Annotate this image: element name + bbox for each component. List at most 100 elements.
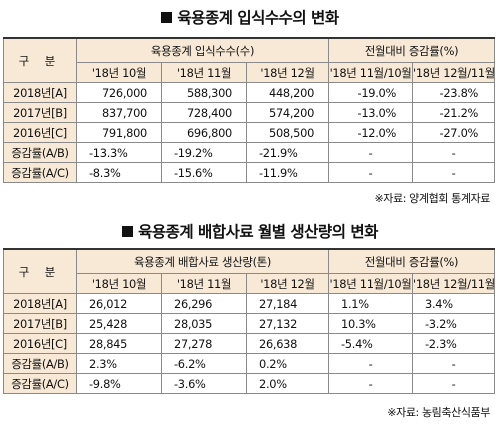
table1-header-row-2: '18년 10월 '18년 11월 '18년 12월 '18년 11월/10월 … — [4, 62, 496, 83]
table-row: 2016년[C] 791,800 696,800 508,500 -12.0% … — [3, 122, 496, 143]
table-cell: -19.0% — [328, 82, 414, 103]
table-row: 2017년[B] 837,700 728,400 574,200 -13.0% … — [3, 102, 496, 123]
table2-header-row-2: '18년 10월 '18년 11월 '18년 12월 '18년 11월/10월 … — [4, 273, 496, 294]
table-cell: -3.2% — [411, 313, 496, 334]
table1-row-header: 구 분 — [3, 37, 77, 83]
table-cell: -15.6% — [161, 162, 247, 183]
table-cell: - — [411, 353, 496, 374]
square-bullet-icon — [122, 226, 134, 237]
table-cell: 2.3% — [76, 353, 162, 374]
table-cell: -27.0% — [412, 122, 496, 143]
table-cell: -13.0% — [328, 102, 414, 123]
row-label: 2016년[C] — [3, 122, 77, 143]
table-cell: 28,845 — [76, 333, 162, 354]
table-cell: 27,184 — [246, 293, 329, 314]
table-cell: 726,000 — [76, 82, 162, 103]
table-cell: - — [411, 373, 496, 394]
table-cell: - — [328, 142, 414, 163]
table2-col-header: '18년 12월 — [246, 273, 329, 294]
table-cell: 28,035 — [161, 313, 247, 334]
table-cell: -2.3% — [411, 333, 496, 354]
table-cell: - — [412, 162, 496, 183]
table2-title-block: 육용종계 배합사료 월별 생산량의 변화 — [0, 220, 500, 242]
table1-group1-header: 육용종계 입식수수(수) — [75, 37, 330, 63]
row-label: 증감률(A/C) — [3, 162, 77, 183]
table-cell: 26,296 — [161, 293, 247, 314]
table-row: 2016년[C] 28,845 27,278 26,638 -5.4% -2.3… — [3, 333, 496, 354]
table-cell: -23.8% — [412, 82, 496, 103]
table-cell: -5.4% — [328, 333, 413, 354]
table-cell: -3.6% — [161, 373, 247, 394]
table-cell: -21.9% — [245, 142, 330, 163]
table-cell: 27,132 — [246, 313, 329, 334]
table-cell: 837,700 — [76, 102, 162, 123]
table2-title: 육용종계 배합사료 월별 생산량의 변화 — [138, 223, 378, 241]
row-label: 증감률(A/B) — [3, 353, 77, 374]
table-cell: 574,200 — [245, 102, 330, 123]
table-row: 2017년[B] 25,428 28,035 27,132 10.3% -3.2… — [3, 313, 496, 334]
table-cell: -12.0% — [328, 122, 414, 143]
row-label: 2017년[B] — [3, 102, 77, 123]
table-cell: 3.4% — [411, 293, 496, 314]
table2-row-header: 구 분 — [3, 248, 77, 294]
table1-header-row-1: 구 분 육용종계 입식수수(수) 전월대비 증감률(%) — [3, 37, 496, 83]
table-cell: 27,278 — [161, 333, 247, 354]
table-cell: 2.0% — [246, 373, 329, 394]
table-cell: - — [412, 142, 496, 163]
table-cell: -8.3% — [76, 162, 162, 183]
row-label: 2016년[C] — [3, 333, 77, 354]
table-cell: 25,428 — [76, 313, 162, 334]
table-cell: - — [328, 162, 414, 183]
table-row: 2018년[A] 26,012 26,296 27,184 1.1% 3.4% — [3, 293, 496, 314]
table2-header-row-1: 구 분 육용종계 배합사료 생산량(톤) 전월대비 증감률(%) — [3, 248, 496, 294]
row-label: 2018년[A] — [3, 82, 77, 103]
table2: 구 분 육용종계 배합사료 생산량(톤) 전월대비 증감률(%) '18년 10… — [3, 248, 496, 394]
table-cell: - — [328, 353, 413, 374]
row-label: 증감률(A/C) — [3, 373, 77, 394]
table-cell: 26,012 — [76, 293, 162, 314]
table-row: 2018년[A] 726,000 588,300 448,200 -19.0% … — [3, 82, 496, 103]
table-cell: 508,500 — [245, 122, 330, 143]
table-cell: - — [328, 373, 413, 394]
square-bullet-icon — [161, 12, 173, 23]
table1-title-block: 육용종계 입식수수의 변화 — [0, 6, 500, 28]
table-cell: -21.2% — [412, 102, 496, 123]
table-cell: -6.2% — [161, 353, 247, 374]
row-label: 2017년[B] — [3, 313, 77, 334]
table1-col-header: '18년 12월/11월 — [412, 62, 496, 83]
table-row: 증감률(A/C) -9.8% -3.6% 2.0% - - — [3, 373, 496, 394]
table-cell: 0.2% — [246, 353, 329, 374]
table-row: 증감률(A/B) 2.3% -6.2% 0.2% - - — [3, 353, 496, 374]
table2-col-header: '18년 11월 — [161, 273, 247, 294]
table-cell: 26,638 — [246, 333, 329, 354]
table-cell: 1.1% — [328, 293, 413, 314]
table2-col-header: '18년 12월/11월 — [411, 273, 496, 294]
row-label: 증감률(A/B) — [3, 142, 77, 163]
table1-col-header: '18년 11월/10월 — [328, 62, 414, 83]
table1-source: ※자료: 양계협회 통계자료 — [374, 192, 490, 205]
table-cell: -13.3% — [76, 142, 162, 163]
table-cell: -9.8% — [76, 373, 162, 394]
table2-source: ※자료: 농림축산식품부 — [387, 406, 490, 419]
table-cell: 588,300 — [161, 82, 247, 103]
table2-group1-header: 육용종계 배합사료 생산량(톤) — [76, 248, 329, 274]
table-cell: 696,800 — [161, 122, 247, 143]
table1: 구 분 육용종계 입식수수(수) 전월대비 증감률(%) '18년 10월 '1… — [3, 37, 496, 183]
table-row: 증감률(A/C) -8.3% -15.6% -11.9% - - — [3, 162, 496, 183]
table2-col-header: '18년 11월/10월 — [328, 273, 413, 294]
table1-col-header: '18년 12월 — [245, 62, 330, 83]
table-cell: 791,800 — [76, 122, 162, 143]
table1-col-header: '18년 10월 — [76, 62, 162, 83]
table-cell: -11.9% — [245, 162, 330, 183]
row-label: 2018년[A] — [3, 293, 77, 314]
table1-col-header: '18년 11월 — [161, 62, 247, 83]
table1-group2-header: 전월대비 증감률(%) — [328, 37, 496, 63]
table-cell: -19.2% — [161, 142, 247, 163]
table2-group2-header: 전월대비 증감률(%) — [327, 248, 496, 274]
table2-col-header: '18년 10월 — [76, 273, 162, 294]
table1-title: 육용종계 입식수수의 변화 — [177, 9, 339, 27]
table-row: 증감률(A/B) -13.3% -19.2% -21.9% - - — [3, 142, 496, 163]
table-cell: 10.3% — [328, 313, 413, 334]
table-cell: 728,400 — [161, 102, 247, 123]
table-cell: 448,200 — [245, 82, 330, 103]
